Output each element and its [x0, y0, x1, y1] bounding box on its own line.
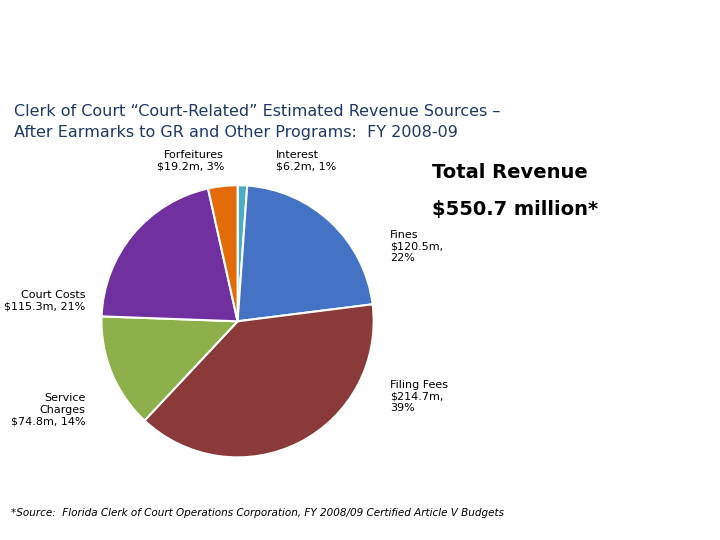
Wedge shape	[238, 185, 247, 321]
Text: Fines
$120.5m,
22%: Fines $120.5m, 22%	[390, 230, 443, 263]
Text: Filing Fees
$214.7m,
39%: Filing Fees $214.7m, 39%	[390, 380, 448, 413]
Text: Service
Charges
$74.8m, 14%: Service Charges $74.8m, 14%	[11, 393, 85, 427]
Text: FLORIDA STATE COURTS: FLORIDA STATE COURTS	[92, 74, 310, 88]
Text: $550.7 million*: $550.7 million*	[432, 200, 598, 219]
Wedge shape	[208, 185, 238, 321]
Wedge shape	[102, 316, 238, 421]
Wedge shape	[145, 305, 374, 457]
Wedge shape	[102, 188, 238, 321]
Text: Clerk of Court “Court-Related” Estimated Revenue Sources –
After Earmarks to GR : Clerk of Court “Court-Related” Estimated…	[14, 104, 500, 140]
Text: *Source:  Florida Clerk of Court Operations Corporation, FY 2008/09 Certified Ar: *Source: Florida Clerk of Court Operatio…	[11, 508, 504, 518]
Text: Total Revenue: Total Revenue	[432, 163, 588, 183]
Text: Forfeitures
$19.2m, 3%: Forfeitures $19.2m, 3%	[157, 150, 224, 172]
Text: Interest
$6.2m, 1%: Interest $6.2m, 1%	[276, 150, 336, 172]
Wedge shape	[238, 186, 373, 321]
Text: Court Costs
$115.3m, 21%: Court Costs $115.3m, 21%	[4, 290, 85, 312]
